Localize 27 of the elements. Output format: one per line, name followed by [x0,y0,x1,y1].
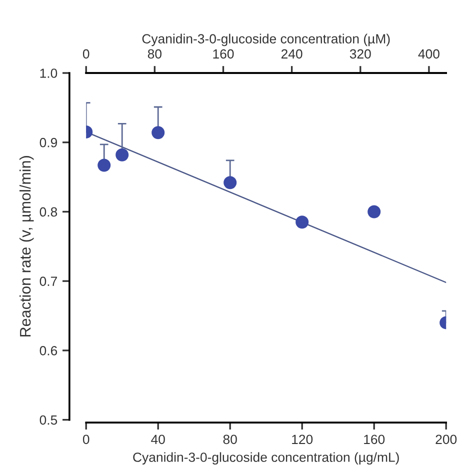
point [368,205,381,218]
y-tick-label: 0.6 [40,346,58,356]
x-axis-title: Cyanidin-3-0-glucoside concentration (µg/mL) [133,452,399,465]
x-tick-label: 80 [223,434,237,444]
point [116,148,129,162]
x-tick-label: 200 [436,434,457,444]
point [98,158,111,172]
y-tick-label: 0.5 [40,415,58,425]
x2-tick-label: 400 [418,49,440,59]
y-tick-label: 0.8 [40,207,58,217]
x2-axis-title: Cyanidin-3-0-glucoside concentration (µM) [142,34,390,46]
x2-tick-label: 320 [350,49,371,59]
x2-tick-label: 80 [148,49,162,59]
point [224,176,237,190]
y-axis-title: Reaction rate (v, µmol/min) [19,156,34,336]
x2-tick-label: 0 [82,49,90,59]
point [296,216,309,229]
x2-tick-label: 160 [213,49,234,59]
x2-tick-label: 240 [281,49,302,59]
x-tick-label: 120 [292,434,313,444]
x-tick-label: 40 [151,434,165,444]
y-tick-label: 0.7 [40,276,57,286]
x-tick-label: 160 [364,434,385,444]
y-tick-label: 0.9 [40,138,58,148]
point [152,126,165,140]
x-tick-label: 0 [82,434,90,444]
y-tick-label: 1.0 [40,68,58,78]
